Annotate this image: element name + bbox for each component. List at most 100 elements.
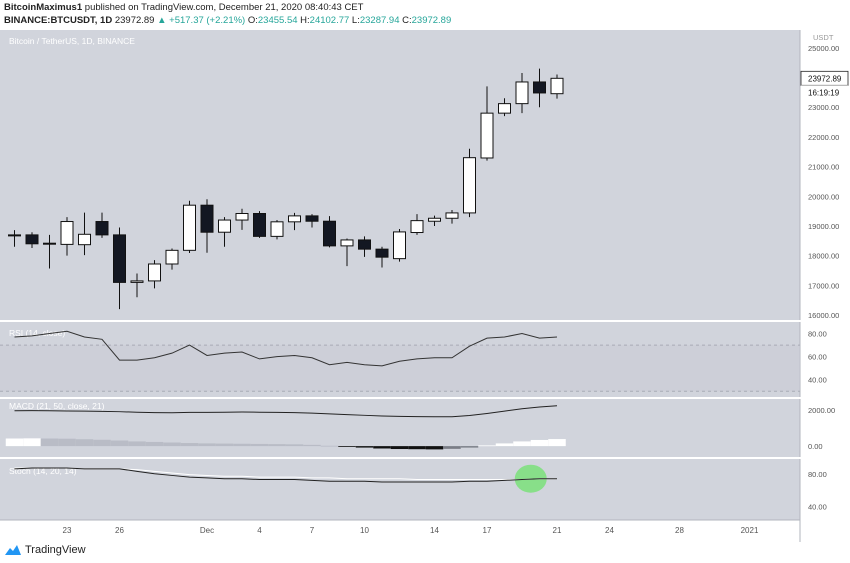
price-change: ▲ +517.37 (+2.21%): [157, 15, 246, 26]
stoch-pane-title: Stoch (14, 20, 14): [9, 466, 77, 476]
low-value: 23287.94: [359, 15, 400, 26]
time-axis-label: 4: [257, 526, 262, 535]
high-label: H:: [300, 15, 310, 26]
time-axis-background: [0, 520, 800, 542]
macd-histogram-bar: [373, 446, 391, 449]
macd-histogram-bar: [285, 444, 304, 447]
last-price-tag-label: 23972.89: [808, 74, 842, 83]
rsi-pane-title: RSI (14, close): [9, 328, 65, 338]
tradingview-logo-icon: [5, 545, 21, 555]
rsi-band: [0, 345, 800, 392]
chart-background: [0, 30, 800, 520]
price-tick-label: 16000.00: [808, 311, 839, 320]
macd-histogram-bar: [163, 442, 181, 447]
time-axis-label: 2021: [741, 526, 759, 535]
price-tick-label: 18000.00: [808, 252, 839, 261]
price-tick-label: 23000.00: [808, 103, 839, 112]
time-axis-label: 17: [483, 526, 492, 535]
publisher-line: BitcoinMaximus1 published on TradingView…: [4, 2, 363, 13]
macd-histogram-bar: [110, 440, 129, 447]
stoch-tick-label: 80.00: [808, 470, 827, 479]
candle-bearish: [253, 213, 266, 237]
candle-bullish: [393, 231, 406, 260]
candle-bullish: [480, 112, 494, 159]
candle-bearish: [533, 81, 546, 94]
macd-tick-label: 0.00: [808, 442, 823, 451]
macd-line: [14, 405, 558, 418]
macd-histogram-bar: [180, 443, 199, 447]
time-axis-label: 24: [605, 526, 614, 535]
macd-histogram-bar: [320, 445, 339, 447]
open-label: O:: [247, 15, 258, 26]
price-tick-label: 21000.00: [808, 163, 839, 172]
macd-histogram-bar: [75, 439, 94, 447]
macd-histogram-bar: [478, 445, 496, 447]
candle-bearish: [323, 220, 336, 247]
candle-bullish: [60, 221, 74, 245]
macd-histogram-bar: [5, 438, 24, 447]
candle-bullish: [428, 217, 441, 222]
published-text: published on TradingView.com, December 2…: [84, 2, 364, 13]
main-pane-title: Bitcoin / TetherUS, 1D, BINANCE: [9, 36, 135, 46]
macd-histogram-bar: [250, 443, 269, 447]
candle-bullish: [235, 213, 249, 221]
rsi-tick-label: 80.00: [808, 330, 827, 339]
countdown-label: 16:19:19: [808, 88, 840, 97]
macd-histogram-bar: [215, 443, 234, 447]
candle-bullish: [498, 103, 511, 114]
price-tick-label: 19000.00: [808, 222, 839, 231]
price-tick-label: 20000.00: [808, 192, 839, 201]
macd-histogram-bar: [513, 441, 531, 447]
macd-histogram-bar: [233, 443, 251, 447]
macd-histogram-bar: [93, 439, 111, 447]
time-axis-label: 21: [553, 526, 562, 535]
macd-histogram-bar: [425, 446, 444, 450]
macd-histogram-bar: [40, 438, 59, 447]
macd-pane-title: MACD (21, 50, close, 21): [9, 401, 105, 411]
candle-bullish: [270, 221, 284, 237]
price-axis-background: [800, 30, 850, 542]
macd-histogram-bar: [303, 444, 321, 447]
chart-area[interactable]: Bitcoin / TetherUS, 1D, BINANCE USDT RSI…: [0, 30, 850, 542]
price-tick-label: 22000.00: [808, 133, 839, 142]
author-name[interactable]: BitcoinMaximus1: [4, 2, 83, 13]
macd-histogram-bar: [145, 441, 164, 447]
last-price: 23972.89: [114, 15, 155, 26]
candle-bullish: [410, 220, 424, 234]
macd-histogram-bar: [128, 441, 146, 447]
currency-label: USDT: [813, 33, 834, 42]
candle-bearish: [25, 234, 39, 245]
macd-histogram-bar: [495, 443, 514, 447]
macd-histogram-bar: [460, 446, 479, 448]
candle-bullish: [340, 239, 354, 247]
macd-histogram-bar: [268, 444, 286, 447]
symbol-label: BINANCE:BTCUSDT, 1D: [4, 15, 113, 26]
close-value: 23972.89: [411, 15, 452, 26]
time-axis-label: 26: [115, 526, 124, 535]
footer-brand-text: TradingView: [25, 544, 86, 556]
candle-bullish: [463, 157, 476, 214]
stoch-k-line: [14, 467, 557, 483]
stoch-tick-label: 40.00: [808, 503, 827, 512]
candle-bearish: [305, 215, 319, 222]
macd-histogram-bar: [23, 438, 41, 447]
candle-bearish: [375, 248, 389, 258]
candle-bullish: [130, 280, 144, 283]
symbol-ohlc-line: BINANCE:BTCUSDT, 1D 23972.89 ▲ +517.37 (…: [4, 15, 451, 26]
time-axis-label: 7: [310, 526, 315, 535]
open-value: 23455.54: [257, 15, 298, 26]
candle-bearish: [113, 234, 126, 283]
time-axis-label: Dec: [200, 526, 214, 535]
footer-branding[interactable]: TradingView: [4, 544, 86, 556]
candle-bullish: [445, 212, 459, 219]
macd-histogram-bar: [198, 443, 216, 447]
price-tick-label: 25000.00: [808, 44, 839, 53]
candle-bearish: [200, 204, 214, 233]
candle-bearish: [358, 239, 371, 250]
candle-bullish: [288, 215, 301, 223]
price-tick-label: 17000.00: [808, 281, 839, 290]
macd-histogram-bar: [443, 446, 461, 449]
last-price-tag: [800, 70, 849, 86]
rsi-line: [14, 330, 558, 367]
candle-bearish: [95, 221, 109, 236]
